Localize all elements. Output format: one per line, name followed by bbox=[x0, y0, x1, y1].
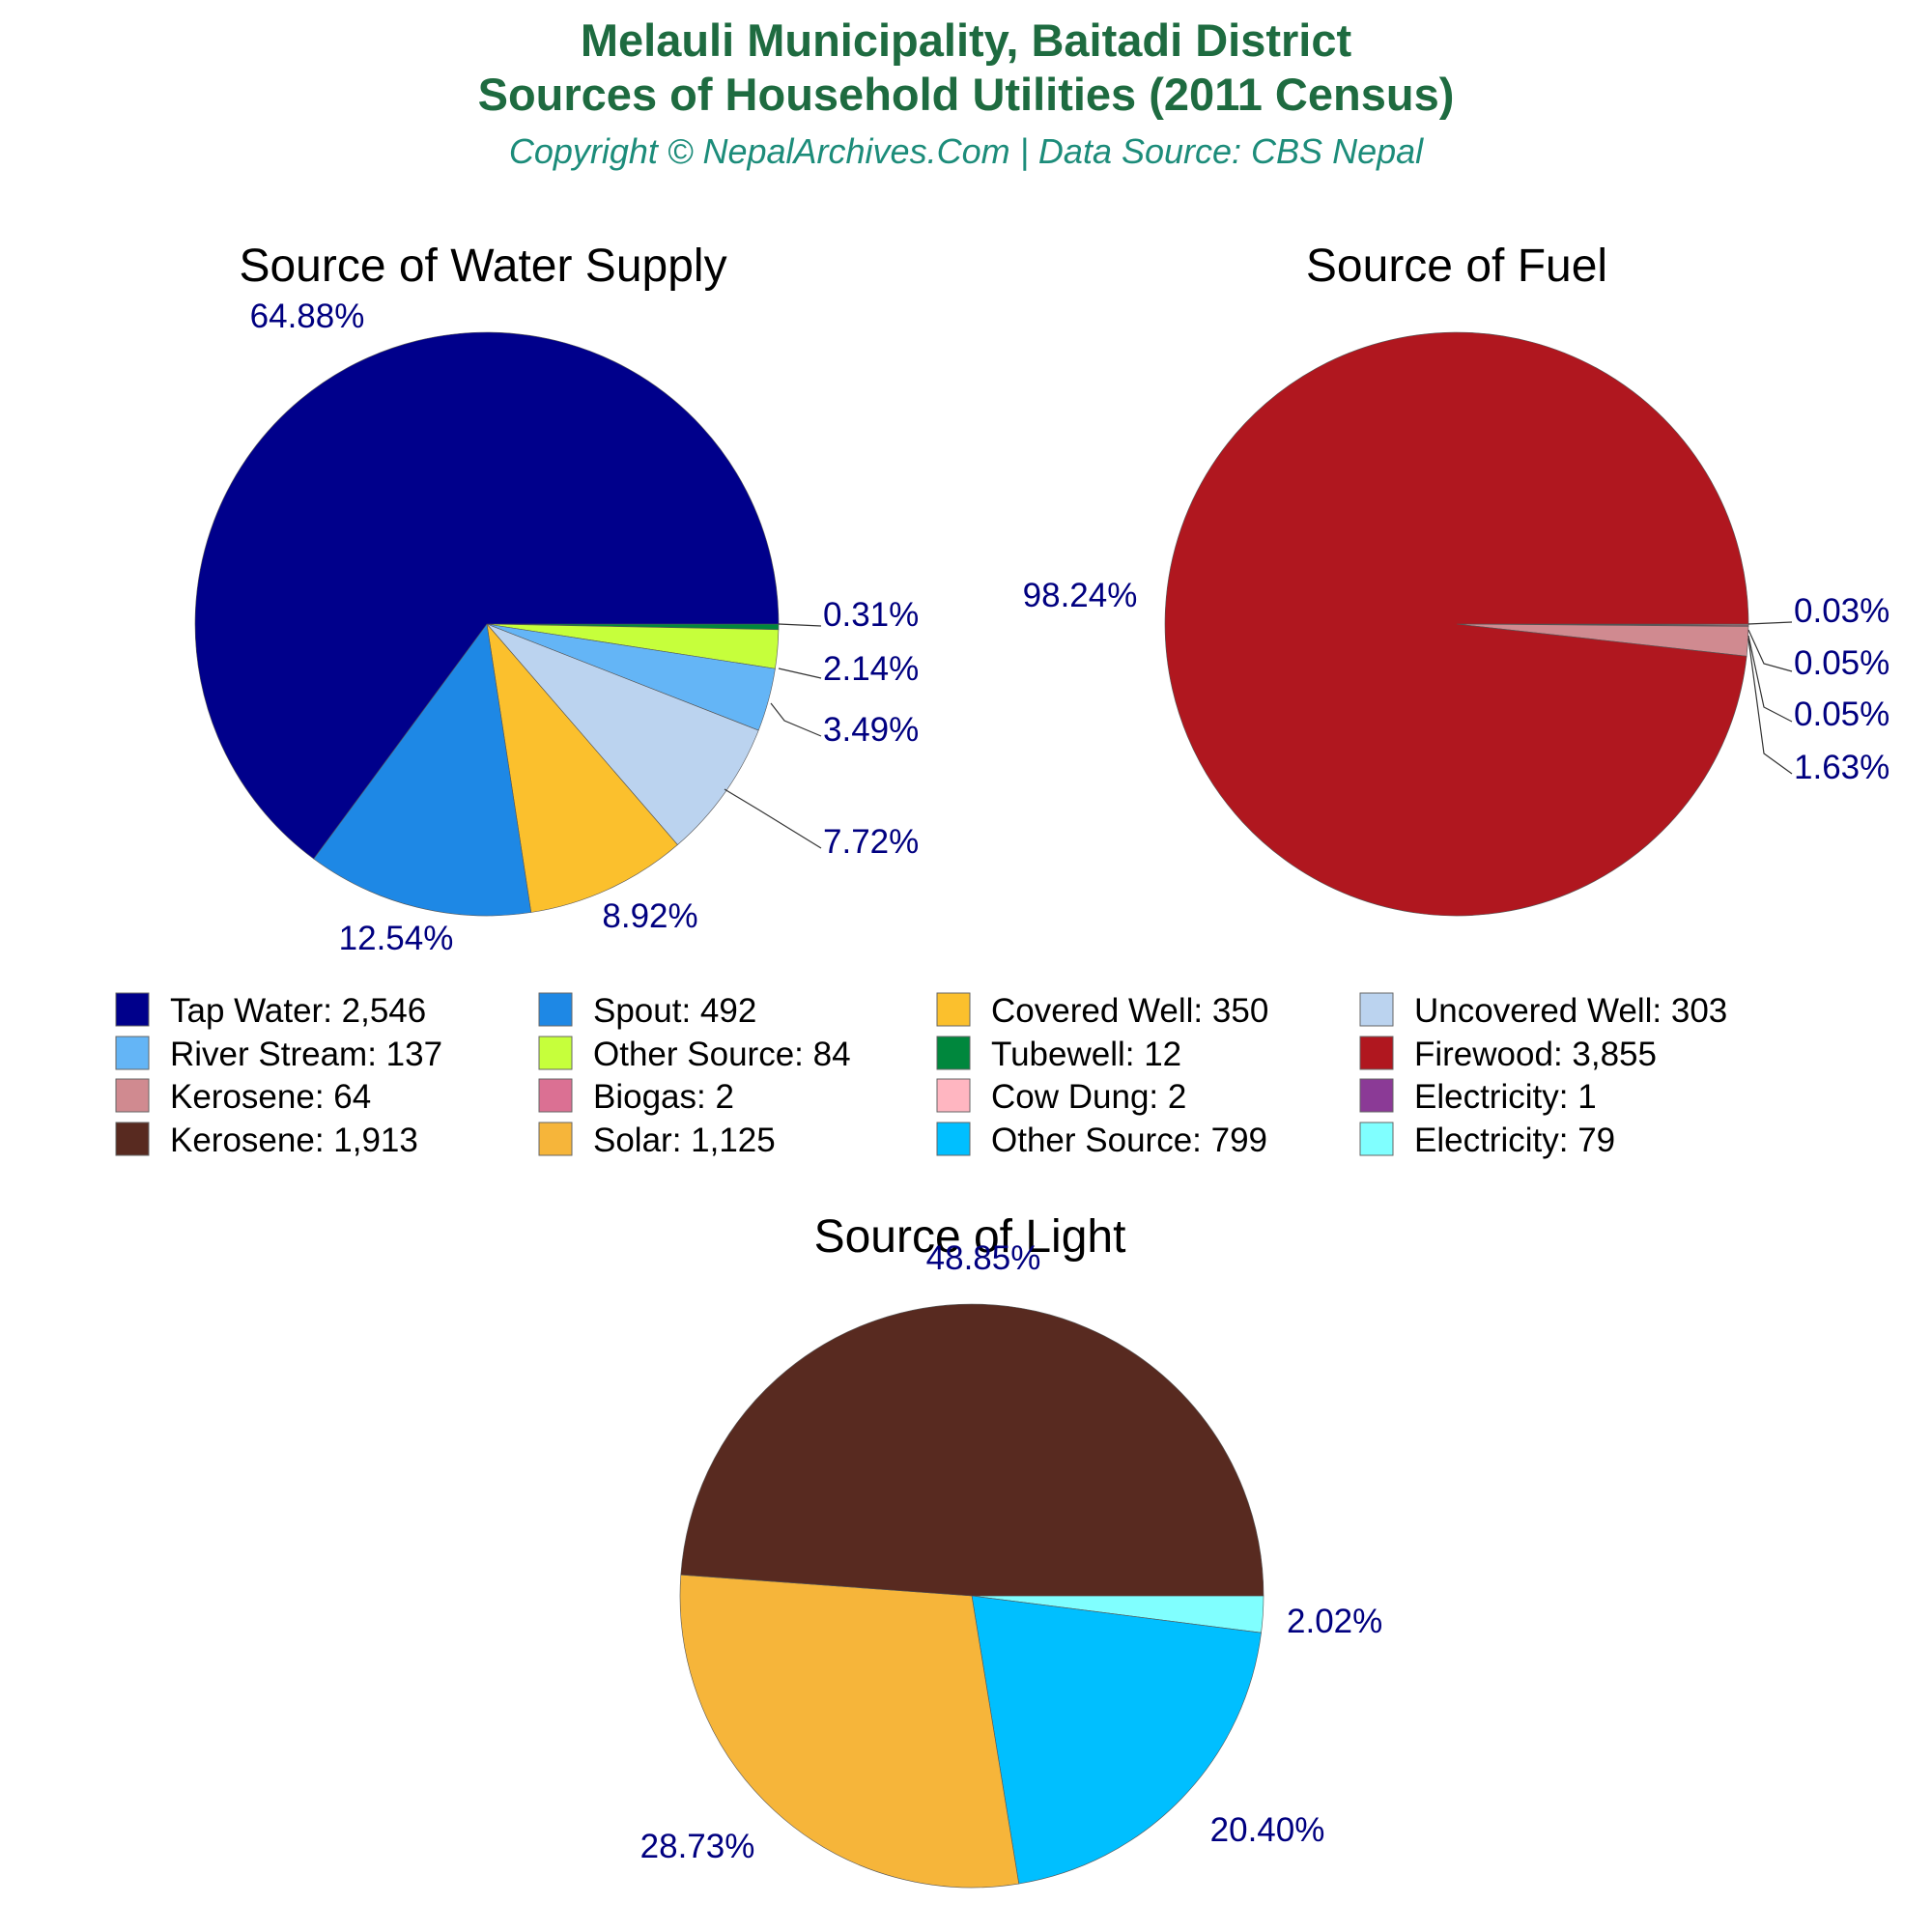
water-pct-label-uncovered-well: 7.72% bbox=[823, 823, 919, 861]
legend-swatch bbox=[1359, 992, 1394, 1027]
legend-swatch bbox=[936, 1078, 971, 1113]
water-leader-other-source bbox=[778, 668, 822, 679]
light-slice-solar bbox=[679, 1574, 1020, 1889]
legend-swatch bbox=[1359, 1078, 1394, 1113]
legend-swatch bbox=[115, 1122, 150, 1156]
legend-swatch bbox=[538, 1122, 573, 1156]
light-slice-kerosene bbox=[680, 1303, 1264, 1597]
copyright-subtitle: Copyright © NepalArchives.Com | Data Sou… bbox=[509, 131, 1424, 171]
water-slice-tap-water bbox=[194, 331, 780, 860]
fuel-slice-firewood bbox=[1164, 331, 1749, 917]
light-pct-label-kerosene: 48.85% bbox=[926, 1239, 1041, 1277]
legend-swatch bbox=[115, 1078, 150, 1113]
legend-swatch bbox=[538, 1078, 573, 1113]
legend-swatch bbox=[1359, 1122, 1394, 1156]
legend-entry: Biogas: 2 bbox=[593, 1078, 734, 1116]
legend-entry: Electricity: 1 bbox=[1414, 1078, 1597, 1116]
water-pie-title: Source of Water Supply bbox=[239, 241, 726, 292]
water-leader-river-stream bbox=[770, 702, 822, 737]
legend-swatch bbox=[538, 1036, 573, 1070]
main-title-line1: Melauli Municipality, Baitadi District bbox=[581, 14, 1352, 66]
fuel-leader-electricity bbox=[1747, 621, 1793, 625]
legend-entry: River Stream: 137 bbox=[170, 1036, 442, 1073]
fuel-pct-label-electricity: 0.03% bbox=[1794, 592, 1889, 630]
main-title-line2: Sources of Household Utilities (2011 Cen… bbox=[478, 69, 1455, 120]
legend-entry: Kerosene: 1,913 bbox=[170, 1122, 418, 1159]
light-pct-label-other-source: 20.40% bbox=[1210, 1811, 1325, 1849]
legend-swatch bbox=[1359, 1036, 1394, 1070]
fuel-pct-label-cow-dung: 0.05% bbox=[1794, 644, 1889, 682]
fuel-pct-label-biogas: 0.05% bbox=[1794, 696, 1889, 733]
water-pct-label-spout: 12.54% bbox=[339, 920, 454, 957]
water-slice-spout bbox=[313, 623, 532, 917]
fuel-leader-biogas bbox=[1747, 635, 1793, 723]
water-pct-label-tubewell: 0.31% bbox=[823, 596, 919, 634]
legend-entry: Tap Water: 2,546 bbox=[170, 992, 426, 1030]
fuel-leader-cow-dung bbox=[1747, 629, 1793, 672]
legend-entry: Kerosene: 64 bbox=[170, 1078, 371, 1116]
fuel-leader-kerosene bbox=[1747, 638, 1793, 775]
legend-swatch bbox=[538, 992, 573, 1027]
legend-entry: Firewood: 3,855 bbox=[1414, 1036, 1657, 1073]
light-pie-title: Source of Light bbox=[814, 1211, 1126, 1263]
fuel-pct-label-firewood: 98.24% bbox=[1023, 577, 1138, 614]
legend-entry: Tubewell: 12 bbox=[991, 1036, 1181, 1073]
light-pct-label-solar: 28.73% bbox=[640, 1828, 755, 1865]
legend-swatch bbox=[936, 992, 971, 1027]
legend-entry: Covered Well: 350 bbox=[991, 992, 1268, 1030]
light-slice-other-source bbox=[971, 1595, 1262, 1885]
water-pct-label-tap-water: 64.88% bbox=[250, 298, 365, 335]
water-leader-tubewell bbox=[778, 623, 822, 627]
water-pct-label-river-stream: 3.49% bbox=[823, 711, 919, 749]
legend-entry: Uncovered Well: 303 bbox=[1414, 992, 1727, 1030]
legend: Tap Water: 2,546 Spout: 492 Covered Well: … bbox=[115, 992, 1727, 1159]
legend-entry: Electricity: 79 bbox=[1414, 1122, 1615, 1159]
legend-entry: Spout: 492 bbox=[593, 992, 756, 1030]
water-slice-covered-well bbox=[486, 623, 678, 913]
water-pct-label-other-source: 2.14% bbox=[823, 650, 919, 688]
legend-swatch bbox=[936, 1122, 971, 1156]
water-pie: 64.88% 12.54% 8.92% 7.72% 3.49% 2.14% 0.31% bbox=[194, 298, 919, 957]
legend-entry: Solar: 1,125 bbox=[593, 1122, 776, 1159]
legend-swatch bbox=[115, 1036, 150, 1070]
water-leader-uncovered-well bbox=[724, 788, 822, 849]
legend-entry: Other Source: 84 bbox=[593, 1036, 851, 1073]
fuel-pie-title: Source of Fuel bbox=[1306, 241, 1607, 292]
water-pct-label-covered-well: 8.92% bbox=[602, 897, 697, 935]
legend-entry: Other Source: 799 bbox=[991, 1122, 1267, 1159]
light-pie: 48.85% 28.73% 20.40% 2.02% bbox=[640, 1239, 1382, 1889]
legend-swatch bbox=[115, 992, 150, 1027]
water-slice-uncovered-well bbox=[486, 623, 759, 845]
legend-entry: Cow Dung: 2 bbox=[991, 1078, 1186, 1116]
light-pct-label-electricity: 2.02% bbox=[1287, 1603, 1382, 1640]
legend-swatch bbox=[936, 1036, 971, 1070]
fuel-pct-label-kerosene: 1.63% bbox=[1794, 749, 1889, 786]
fuel-pie: 98.24% 1.63% 0.05% 0.05% 0.03% bbox=[1023, 331, 1889, 917]
